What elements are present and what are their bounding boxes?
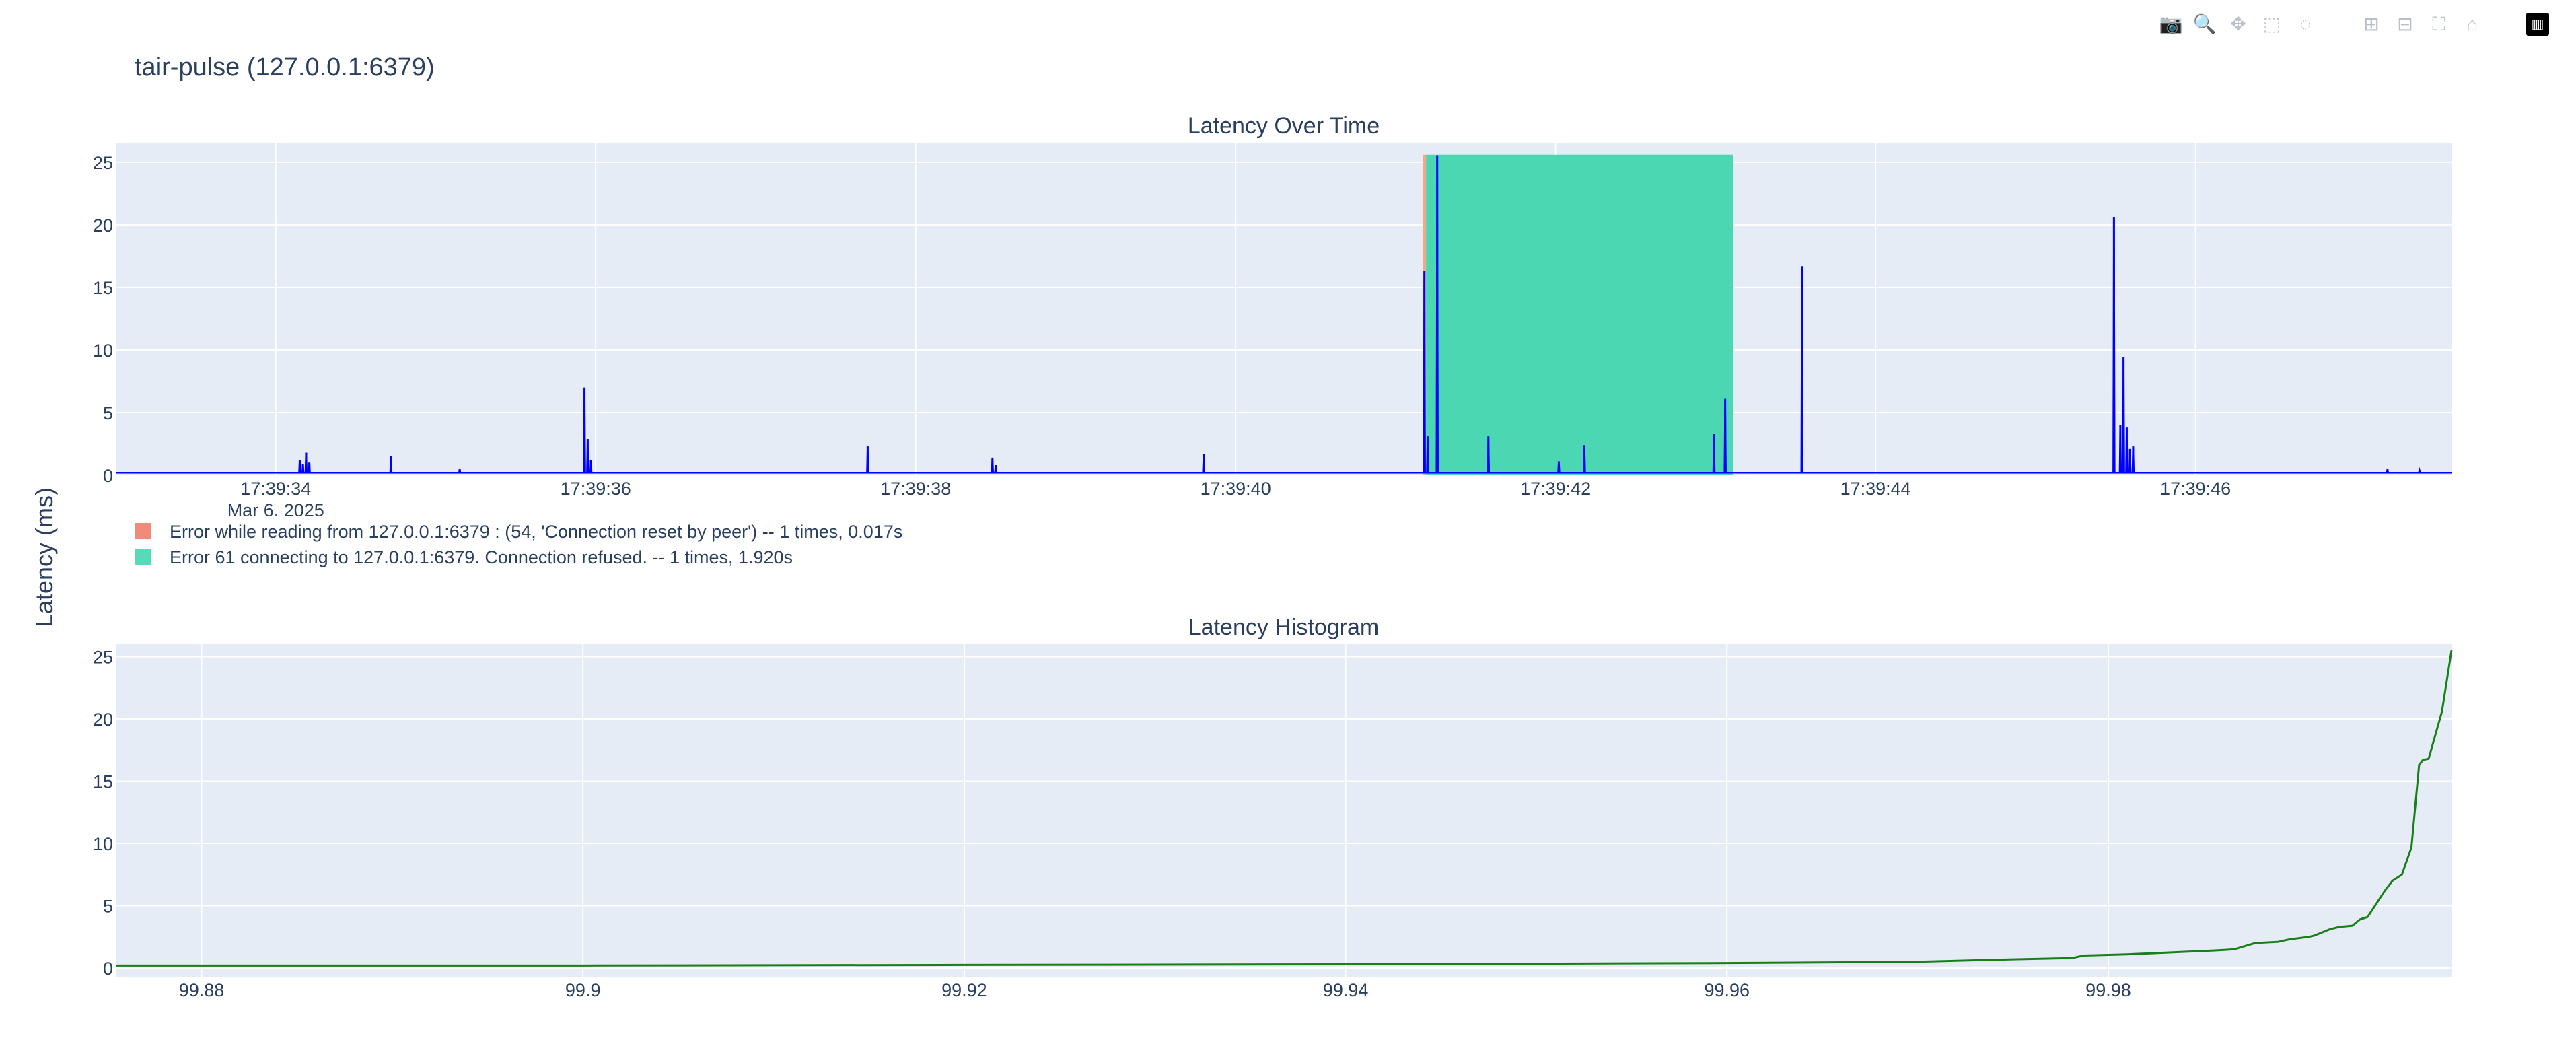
legend-swatch-2 [135,549,151,565]
y-tick-label: 5 [103,897,113,917]
y-tick-label: 25 [93,153,113,173]
x-tick-label: 17:39:40 [1201,479,1271,499]
plot-area [116,644,2452,977]
x-tick-label: 99.9 [565,980,601,1000]
y-tick-label: 20 [93,709,113,730]
legend-label-2: Error 61 connecting to 127.0.0.1:6379. C… [170,547,793,567]
x-tick-label: 17:39:46 [2160,479,2231,499]
zoom-in-icon[interactable]: ⊞ [2359,12,2384,36]
x-tick-label: 17:39:34 [240,479,311,499]
x-tick-label: 17:39:44 [1840,479,1911,499]
latency-histogram-chart: Latency Histogram 0 5 10 15 20 25 99.88 99.9 99.9… [93,615,2452,1000]
x-tick-label: 99.98 [2085,980,2131,1000]
lasso-select-icon[interactable]: ◌ [2293,12,2318,36]
y-axis-label: Latency (ms) [30,487,58,627]
zoom-icon[interactable]: 🔍 [2192,12,2217,36]
x-tick-label: 17:39:42 [1520,479,1591,499]
error-region-2 [1426,155,1733,475]
legend-label-1: Error while reading from 127.0.0.1:6379 … [170,522,902,542]
camera-icon[interactable]: 📷 [2159,12,2183,36]
y-tick-label: 20 [93,215,113,236]
page-title: tair-pulse (127.0.0.1:6379) [135,53,435,81]
autoscale-icon[interactable]: ⛶ [2427,12,2451,36]
pan-icon[interactable]: ✥ [2226,12,2250,36]
y-tick-label: 10 [93,341,113,361]
box-select-icon[interactable]: ⬚ [2260,12,2284,36]
plotly-logo-icon[interactable]: ▥ [2526,13,2549,36]
legend-swatch-1 [135,523,151,539]
x-tick-label: 99.96 [1704,980,1750,1000]
y-tick-label: 5 [103,403,113,423]
latency-over-time-chart: Latency Over Time 0 5 10 15 20 25 17:39:34 17:39… [93,113,2452,567]
chart-title: Latency Histogram [1188,615,1379,640]
x-tick-label: 17:39:36 [561,479,631,499]
chart-title: Latency Over Time [1188,113,1380,139]
x-tick-label: 99.88 [179,980,225,1000]
y-tick-label: 15 [93,278,113,298]
modebar-toolbar: 📷 🔍 ✥ ⬚ ◌ ⊞ ⊟ ⛶ ⌂ ▥ [2159,12,2549,36]
y-tick-label: 0 [103,466,113,486]
plot-area [116,143,2452,475]
x-tick-date-label: Mar 6, 2025 [227,500,324,520]
x-tick-label: 99.94 [1323,980,1369,1000]
reset-axes-icon[interactable]: ⌂ [2460,12,2484,36]
y-tick-label: 10 [93,834,113,854]
x-tick-label: 99.92 [941,980,987,1000]
y-tick-label: 15 [93,772,113,792]
x-tick-label: 17:39:38 [880,479,951,499]
y-tick-label: 25 [93,648,113,668]
zoom-out-icon[interactable]: ⊟ [2393,12,2417,36]
y-tick-label: 0 [103,959,113,979]
